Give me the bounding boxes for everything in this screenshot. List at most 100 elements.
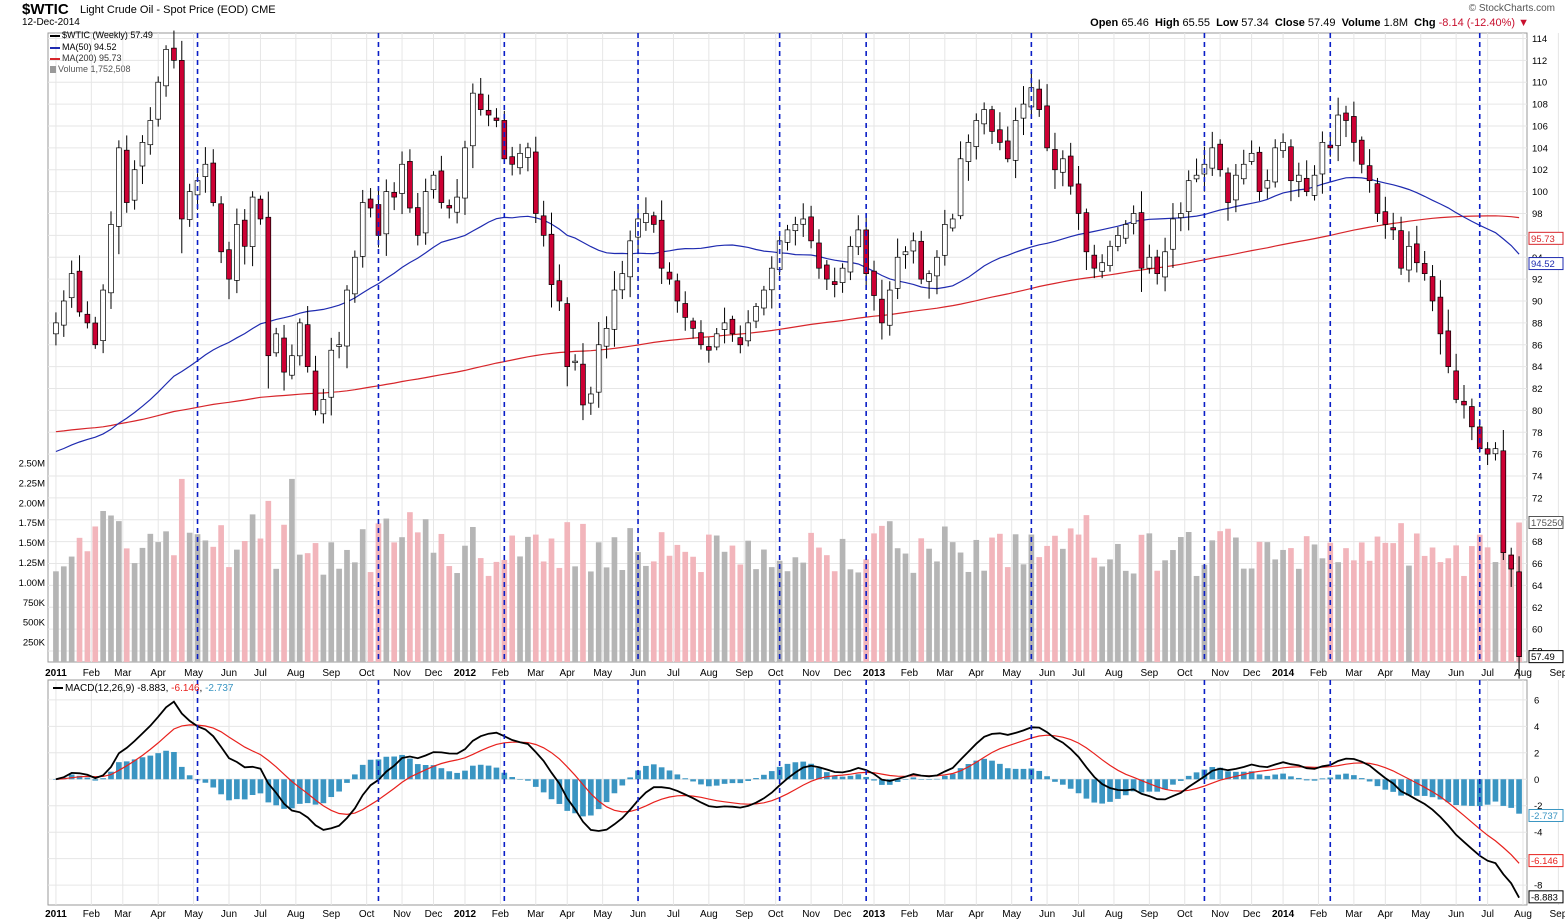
candle-body: [1092, 255, 1097, 268]
candle-body: [1084, 213, 1089, 252]
volume-bar: [92, 526, 98, 662]
candle-body: [1344, 113, 1349, 120]
ma50-value-tag: 94.52: [1531, 259, 1555, 270]
candle-body: [1178, 213, 1183, 217]
macd-histogram-bar: [1021, 769, 1027, 779]
macd-x-axis-label: May: [593, 909, 612, 919]
macd-histogram-bar: [525, 779, 531, 780]
macd-x-axis-label: Mar: [936, 909, 954, 919]
candle-body: [730, 319, 735, 334]
candle-body: [116, 148, 121, 226]
candle-body: [321, 399, 326, 413]
candle-body: [1186, 181, 1191, 212]
candle-body: [407, 161, 412, 208]
ma50-swatch-icon: [50, 47, 60, 49]
candle-body: [1210, 148, 1215, 168]
volume-bar: [1091, 558, 1097, 662]
candle-body: [1438, 297, 1443, 334]
volume-bar: [903, 554, 909, 662]
volume-bar: [1390, 543, 1396, 662]
macd-histogram-bar: [533, 779, 539, 787]
x-axis-label: Mar: [527, 668, 545, 679]
candle-body: [282, 338, 287, 372]
candle-body: [549, 234, 554, 284]
volume-bar: [604, 567, 610, 662]
macd-x-axis-label: 2011: [45, 909, 67, 919]
volume-bar: [1052, 536, 1058, 662]
volume-bar: [258, 539, 264, 662]
candle-body: [982, 110, 987, 124]
volume-bar: [572, 566, 578, 662]
volume-bar: [234, 550, 240, 662]
candle-body: [1320, 142, 1325, 174]
ma200-swatch-icon: [50, 58, 60, 60]
candle-body: [801, 219, 806, 224]
volume-bar: [832, 571, 838, 662]
volume-bar: [1351, 560, 1357, 662]
volume-bar: [1288, 548, 1294, 662]
candle-body: [1147, 257, 1152, 268]
candle-body: [478, 94, 483, 109]
macd-histogram-bar: [588, 779, 594, 815]
macd-histogram-bar: [1343, 774, 1349, 780]
candle-body: [1304, 178, 1309, 191]
candle-body: [1163, 252, 1168, 277]
macd-x-axis-label: Sep: [322, 909, 340, 919]
volume-bar: [1477, 535, 1483, 662]
macd-histogram-bar: [627, 777, 633, 779]
price-tick-label: 78: [1532, 428, 1543, 439]
macd-x-axis-label: Feb: [901, 909, 919, 919]
macd-x-axis-label: Sep: [1140, 909, 1158, 919]
macd-histogram-bar: [352, 774, 358, 779]
macd-histogram-bar: [258, 779, 264, 793]
macd-histogram-bar: [1493, 779, 1499, 801]
macd-x-axis-label: Feb: [83, 909, 101, 919]
candle-body: [691, 321, 696, 328]
volume-bar: [1060, 549, 1066, 662]
volume-bar: [454, 573, 460, 662]
macd-x-axis-label: Aug: [700, 909, 718, 919]
macd-x-axis-label: 2013: [863, 909, 886, 919]
volume-bar: [1375, 537, 1381, 662]
volume-bar: [462, 546, 468, 662]
macd-x-axis-label: Nov: [1211, 909, 1229, 919]
x-axis-label: Apr: [969, 668, 985, 679]
macd-histogram-bar: [1375, 779, 1381, 786]
x-axis-label: Feb: [1310, 668, 1328, 679]
x-axis-label: Mar: [936, 668, 954, 679]
volume-bar: [1241, 569, 1247, 662]
macd-histogram-bar: [250, 779, 256, 795]
volume-bar: [1453, 545, 1459, 662]
candle-body: [1218, 144, 1223, 170]
candle-body: [659, 220, 664, 268]
x-axis-label: Jun: [221, 668, 237, 679]
volume-bar: [1178, 537, 1184, 662]
macd-histogram-bar: [517, 779, 523, 780]
macd-histogram-bar: [643, 766, 649, 779]
volume-bar: [1398, 523, 1404, 662]
candle-body: [525, 148, 530, 158]
macd-histogram-bar: [1280, 774, 1286, 780]
candle-body: [1296, 175, 1301, 181]
macd-histogram-bar: [1005, 768, 1011, 779]
candle-body: [1375, 184, 1380, 214]
macd-histogram-bar: [863, 777, 869, 779]
price-tick-label: 90: [1532, 297, 1543, 308]
volume-bar: [950, 542, 956, 662]
macd-histogram-bar: [218, 779, 224, 794]
candle-body: [1391, 228, 1396, 230]
volume-tick-label: 1.50M: [19, 538, 45, 549]
volume-tick-label: 2.50M: [19, 459, 45, 470]
macd-x-axis-label: Jun: [221, 909, 237, 919]
volume-bar: [1445, 558, 1451, 662]
volume-bar: [383, 519, 389, 662]
candle-body: [132, 170, 137, 200]
price-tick-label: 106: [1532, 121, 1548, 132]
candle-body: [203, 164, 208, 176]
candle-body: [242, 220, 247, 246]
macd-histogram-bar: [769, 771, 775, 779]
volume-bar: [973, 540, 979, 662]
volume-bar: [911, 573, 917, 662]
candle-body: [643, 213, 648, 222]
macd-tick-label: -4: [1534, 828, 1542, 839]
